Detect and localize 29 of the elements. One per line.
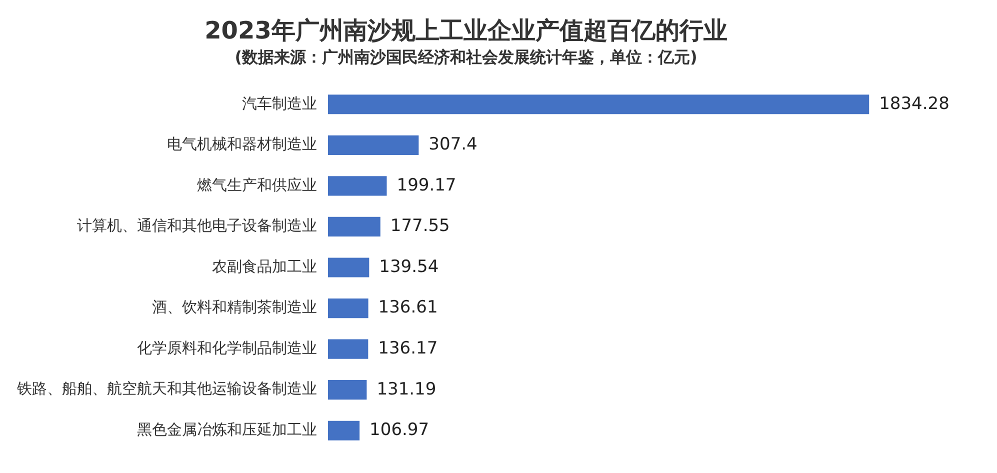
bar — [328, 135, 419, 155]
y-tick-label: 计算机、通信和其他电子设备制造业 — [77, 216, 317, 235]
bar — [328, 380, 367, 400]
y-tick-label: 农副食品加工业 — [212, 257, 317, 276]
data-label: 106.97 — [370, 420, 430, 440]
y-tick-label: 酒、饮料和精制茶制造业 — [152, 298, 317, 316]
data-label: 136.17 — [378, 338, 438, 358]
data-label: 199.17 — [396, 175, 456, 196]
bar — [328, 258, 370, 278]
data-label: 139.54 — [379, 256, 439, 277]
y-tick-label: 黑色金属冶炼和压延加工业 — [137, 420, 317, 438]
y-tick-label: 化学原料和化学制品制造业 — [137, 338, 317, 357]
data-label: 177.55 — [390, 216, 450, 236]
y-tick-label: 汽车制造业 — [242, 94, 317, 112]
bar — [328, 94, 870, 114]
bar — [328, 339, 368, 359]
bar — [328, 420, 360, 440]
y-tick-label: 电气机械和器材制造业 — [167, 135, 317, 154]
chart-subtitle: (数据来源：广州南沙国民经济和社会发展统计年鉴，单位：亿元) — [234, 48, 698, 67]
chart-title: 2023年广州南沙规上工业企业产值超百亿的行业 — [204, 16, 728, 45]
bar — [328, 216, 380, 237]
data-label: 131.19 — [376, 379, 436, 400]
y-tick-label: 铁路、船舶、航空航天和其他运输设备制造业 — [16, 380, 317, 398]
data-label: 136.61 — [378, 298, 438, 318]
data-label: 1834.28 — [879, 94, 950, 114]
y-tick-label: 燃气生产和供应业 — [197, 176, 317, 194]
bar — [328, 298, 368, 318]
data-label: 307.4 — [428, 134, 478, 155]
bar — [328, 176, 387, 196]
